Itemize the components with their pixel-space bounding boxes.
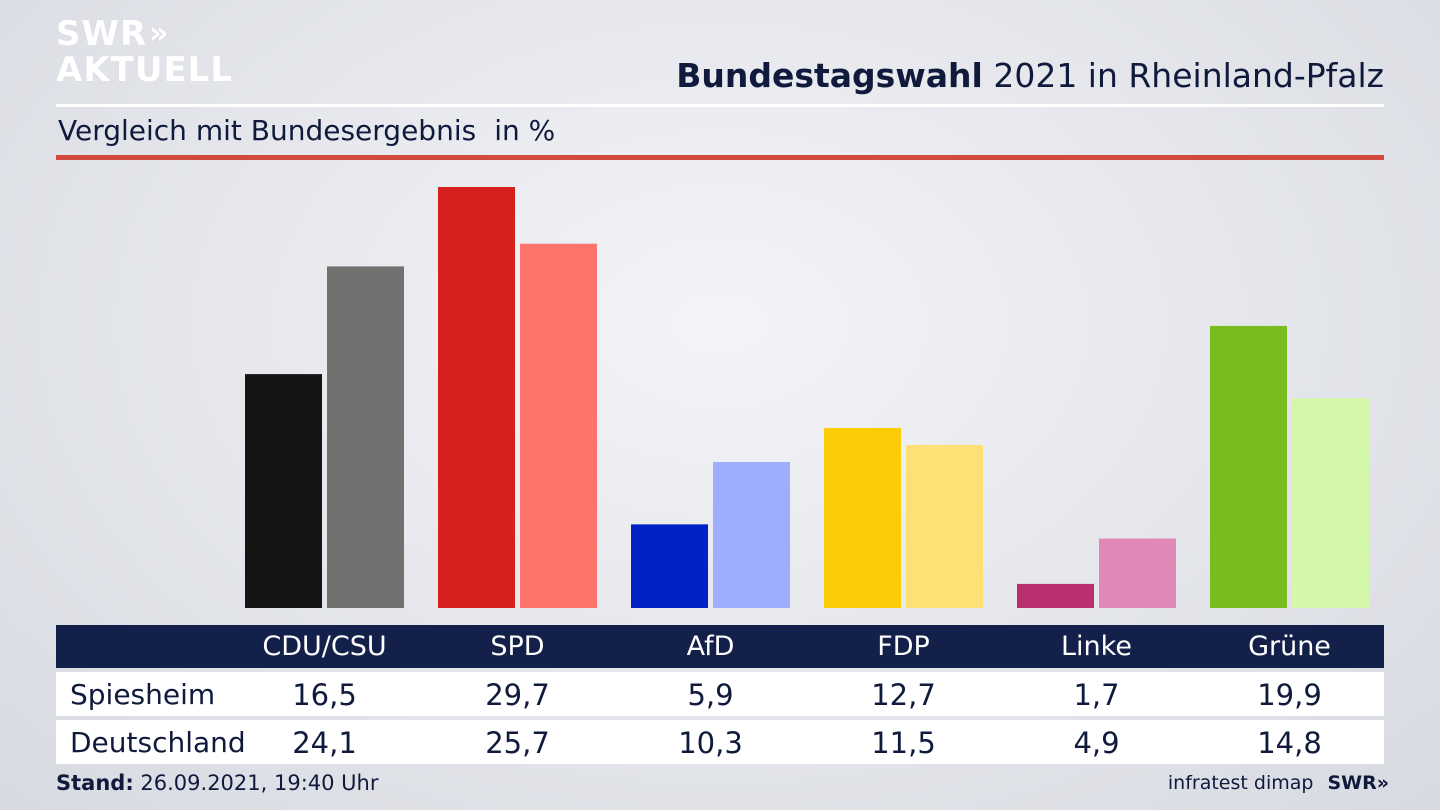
bar-afd-deutschland bbox=[713, 461, 790, 608]
source-credit: infratest dimap SWR» bbox=[1167, 772, 1389, 794]
swr-footer-logo: SWR» bbox=[1327, 772, 1389, 794]
title-bold: Bundestagswahl bbox=[676, 56, 983, 95]
row-label: Deutschland bbox=[70, 726, 246, 759]
column-header: FDP bbox=[877, 631, 930, 662]
bar-afd-spiesheim bbox=[631, 524, 708, 608]
timestamp: Stand: 26.09.2021, 19:40 Uhr bbox=[56, 771, 379, 795]
bar-chart bbox=[245, 187, 1369, 609]
swr-aktuell-logo: SWR» AKTUELL bbox=[56, 16, 233, 88]
row-label: Spiesheim bbox=[70, 678, 216, 711]
table-cell: 25,7 bbox=[485, 726, 550, 760]
column-header: CDU/CSU bbox=[262, 631, 387, 662]
table-cell: 16,5 bbox=[292, 678, 357, 712]
bar-linke-deutschland bbox=[1099, 538, 1176, 608]
column-header: SPD bbox=[490, 631, 545, 662]
column-header: AfD bbox=[686, 631, 735, 662]
table-cell: 29,7 bbox=[485, 678, 550, 712]
table-cell: 10,3 bbox=[678, 726, 743, 760]
stand-value: 26.09.2021, 19:40 Uhr bbox=[133, 771, 379, 795]
bar-spd-deutschland bbox=[520, 243, 597, 609]
logo-aktuell: AKTUELL bbox=[56, 50, 234, 90]
column-header: Linke bbox=[1061, 631, 1132, 662]
results-table: CDU/CSU SPD AfD FDP Linke Grüne Spiesheim 16,… bbox=[56, 625, 1384, 764]
table-cell: 14,8 bbox=[1257, 726, 1322, 760]
table-cell: 24,1 bbox=[292, 726, 357, 760]
subtitle-text: Vergleich mit Bundesergebnis bbox=[58, 114, 477, 147]
accent-divider bbox=[56, 155, 1384, 160]
bar-cdu-csu-deutschland bbox=[327, 266, 404, 608]
table-row-spiesheim: Spiesheim 16,5 29,7 5,9 12,7 1,7 19,9 bbox=[56, 672, 1384, 716]
source-text: infratest dimap bbox=[1167, 772, 1314, 794]
table-cell: 12,7 bbox=[871, 678, 936, 712]
column-header: Grüne bbox=[1248, 631, 1331, 662]
brand-arrows-icon: » bbox=[1376, 772, 1389, 794]
page-title: Bundestagswahl 2021 in Rheinland-Pfalz bbox=[676, 56, 1384, 95]
brand-text: SWR bbox=[1327, 772, 1377, 794]
chart-subtitle: Vergleich mit Bundesergebnis in % bbox=[58, 114, 555, 147]
header-divider bbox=[56, 104, 1384, 107]
table-row-deutschland: Deutschland 24,1 25,7 10,3 11,5 4,9 14,8 bbox=[56, 720, 1384, 764]
table-cell: 1,7 bbox=[1073, 678, 1120, 712]
table-cell: 5,9 bbox=[687, 678, 734, 712]
bar-gr-ne-spiesheim bbox=[1210, 325, 1287, 608]
table-header: CDU/CSU SPD AfD FDP Linke Grüne bbox=[56, 625, 1384, 668]
bar-fdp-deutschland bbox=[906, 444, 983, 608]
title-rest: 2021 in Rheinland-Pfalz bbox=[982, 56, 1384, 95]
bar-linke-spiesheim bbox=[1017, 583, 1094, 608]
unit-label: in % bbox=[494, 114, 556, 147]
table-cell: 11,5 bbox=[871, 726, 936, 760]
stand-label: Stand: bbox=[56, 771, 134, 795]
bar-fdp-spiesheim bbox=[824, 427, 901, 608]
bar-spd-spiesheim bbox=[438, 187, 515, 608]
bar-gr-ne-deutschland bbox=[1292, 398, 1369, 608]
logo-swr: SWR bbox=[56, 14, 148, 54]
bar-cdu-csu-spiesheim bbox=[245, 374, 322, 608]
table-cell: 4,9 bbox=[1073, 726, 1120, 760]
table-cell: 19,9 bbox=[1257, 678, 1322, 712]
